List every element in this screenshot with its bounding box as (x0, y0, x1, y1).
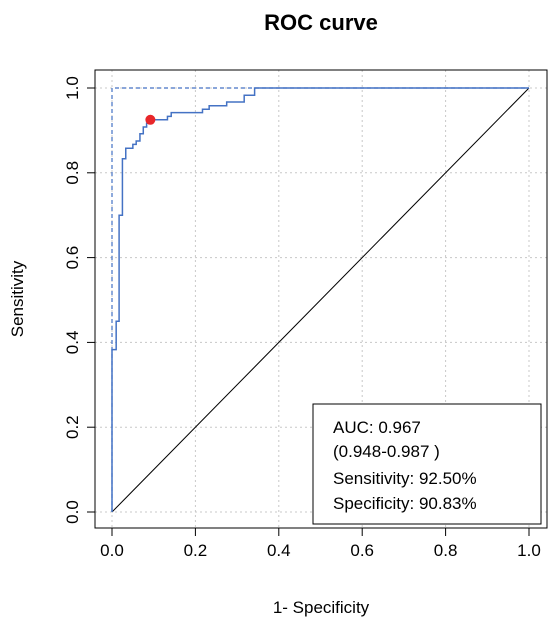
x-tick-label: 0.0 (100, 541, 124, 560)
x-axis-label: 1- Specificity (273, 598, 370, 617)
y-tick-label: 0.4 (63, 331, 82, 355)
legend-sensitivity: Sensitivity: 92.50% (333, 469, 477, 488)
x-tick-label: 1.0 (517, 541, 541, 560)
x-tick-label: 0.6 (350, 541, 374, 560)
x-tick-label: 0.8 (434, 541, 458, 560)
y-tick-label: 0.6 (63, 246, 82, 270)
y-tick-label: 0.0 (63, 500, 82, 524)
y-axis-label: Sensitivity (8, 260, 27, 337)
chart-title: ROC curve (264, 10, 378, 35)
diagonal-reference-line (111, 87, 530, 513)
y-tick-label: 0.8 (63, 161, 82, 185)
y-tick-label: 1.0 (63, 76, 82, 100)
roc-curve (111, 87, 529, 512)
legend-specificity: Specificity: 90.83% (333, 494, 477, 513)
y-axis: 0.0 0.2 0.4 0.6 0.8 1.0 (63, 76, 96, 524)
x-axis: 0.0 0.2 0.4 0.6 0.8 1.0 (100, 527, 541, 560)
metrics-legend-box: AUC: 0.967 (0.948-0.987 ) Sensitivity: 9… (312, 403, 542, 525)
legend-auc: AUC: 0.967 (333, 418, 421, 437)
legend-ci: (0.948-0.987 ) (333, 442, 440, 461)
optimal-cutoff-point (145, 114, 156, 125)
x-tick-label: 0.2 (184, 541, 208, 560)
legend-frame (312, 403, 542, 525)
x-tick-label: 0.4 (267, 541, 291, 560)
y-tick-label: 0.2 (63, 415, 82, 439)
